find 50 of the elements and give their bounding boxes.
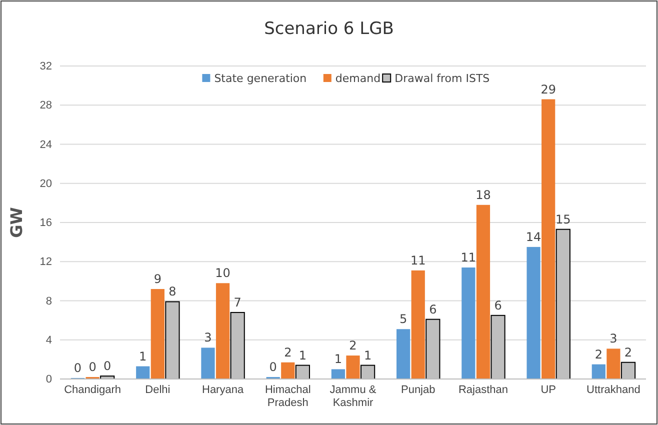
data-label: 1: [298, 348, 307, 362]
x-tick-label: Himachal Pradesh: [264, 384, 311, 409]
y-tick-label: 32: [40, 60, 52, 73]
y-axis-title: GW: [7, 206, 26, 238]
data-label: 1: [139, 349, 147, 364]
legend-label: State generation: [214, 72, 307, 85]
legend-label: demand: [335, 72, 381, 85]
data-label: 11: [410, 253, 426, 268]
data-label: 15: [555, 212, 571, 226]
data-label: 0: [74, 361, 82, 376]
chart-title: Scenario 6 LGB: [264, 19, 394, 39]
data-label: 2: [349, 338, 357, 353]
data-label: 6: [429, 302, 437, 316]
y-tick-label: 0: [46, 374, 52, 386]
data-label: 7: [234, 295, 242, 310]
data-label: 1: [334, 352, 342, 366]
data-label: 29: [540, 82, 556, 96]
y-tick-label: 16: [40, 217, 52, 230]
data-label: 6: [494, 298, 502, 312]
y-tick-label: 28: [40, 100, 52, 112]
legend-label: Drawal from ISTS: [394, 72, 490, 85]
x-tick-label: Haryana: [202, 384, 244, 396]
data-label: 3: [610, 332, 618, 346]
x-tick-label: Rajasthan: [458, 384, 508, 396]
x-tick-label: Delhi: [145, 384, 170, 396]
data-label: 8: [168, 284, 176, 299]
x-tick-label: Chandigarh: [64, 384, 121, 396]
data-label: 2: [624, 345, 632, 360]
y-tick-label: 4: [46, 334, 52, 346]
data-label: 0: [269, 360, 277, 374]
y-tick-label: 20: [40, 178, 52, 190]
x-tick-label: Jammu & Kashmir: [330, 384, 377, 409]
data-label: 2: [284, 345, 292, 360]
data-label: 0: [88, 360, 96, 374]
x-tick-label: Punjab: [400, 384, 436, 396]
y-tick-label: 12: [40, 256, 52, 268]
data-label: 3: [204, 330, 212, 345]
data-label: 1: [364, 348, 372, 362]
y-tick-label: 8: [46, 295, 52, 308]
data-label: 2: [594, 347, 602, 362]
data-label: 0: [104, 359, 112, 374]
data-label: 14: [526, 230, 542, 244]
data-label: 9: [154, 272, 162, 286]
data-label: 18: [476, 188, 491, 202]
data-label: 11: [460, 250, 476, 264]
data-label: 10: [215, 266, 230, 280]
x-tick-label: UP: [540, 384, 556, 396]
x-tick-label: Uttrakhand: [586, 384, 640, 396]
y-tick-label: 24: [40, 138, 52, 151]
data-label: 5: [399, 312, 408, 326]
